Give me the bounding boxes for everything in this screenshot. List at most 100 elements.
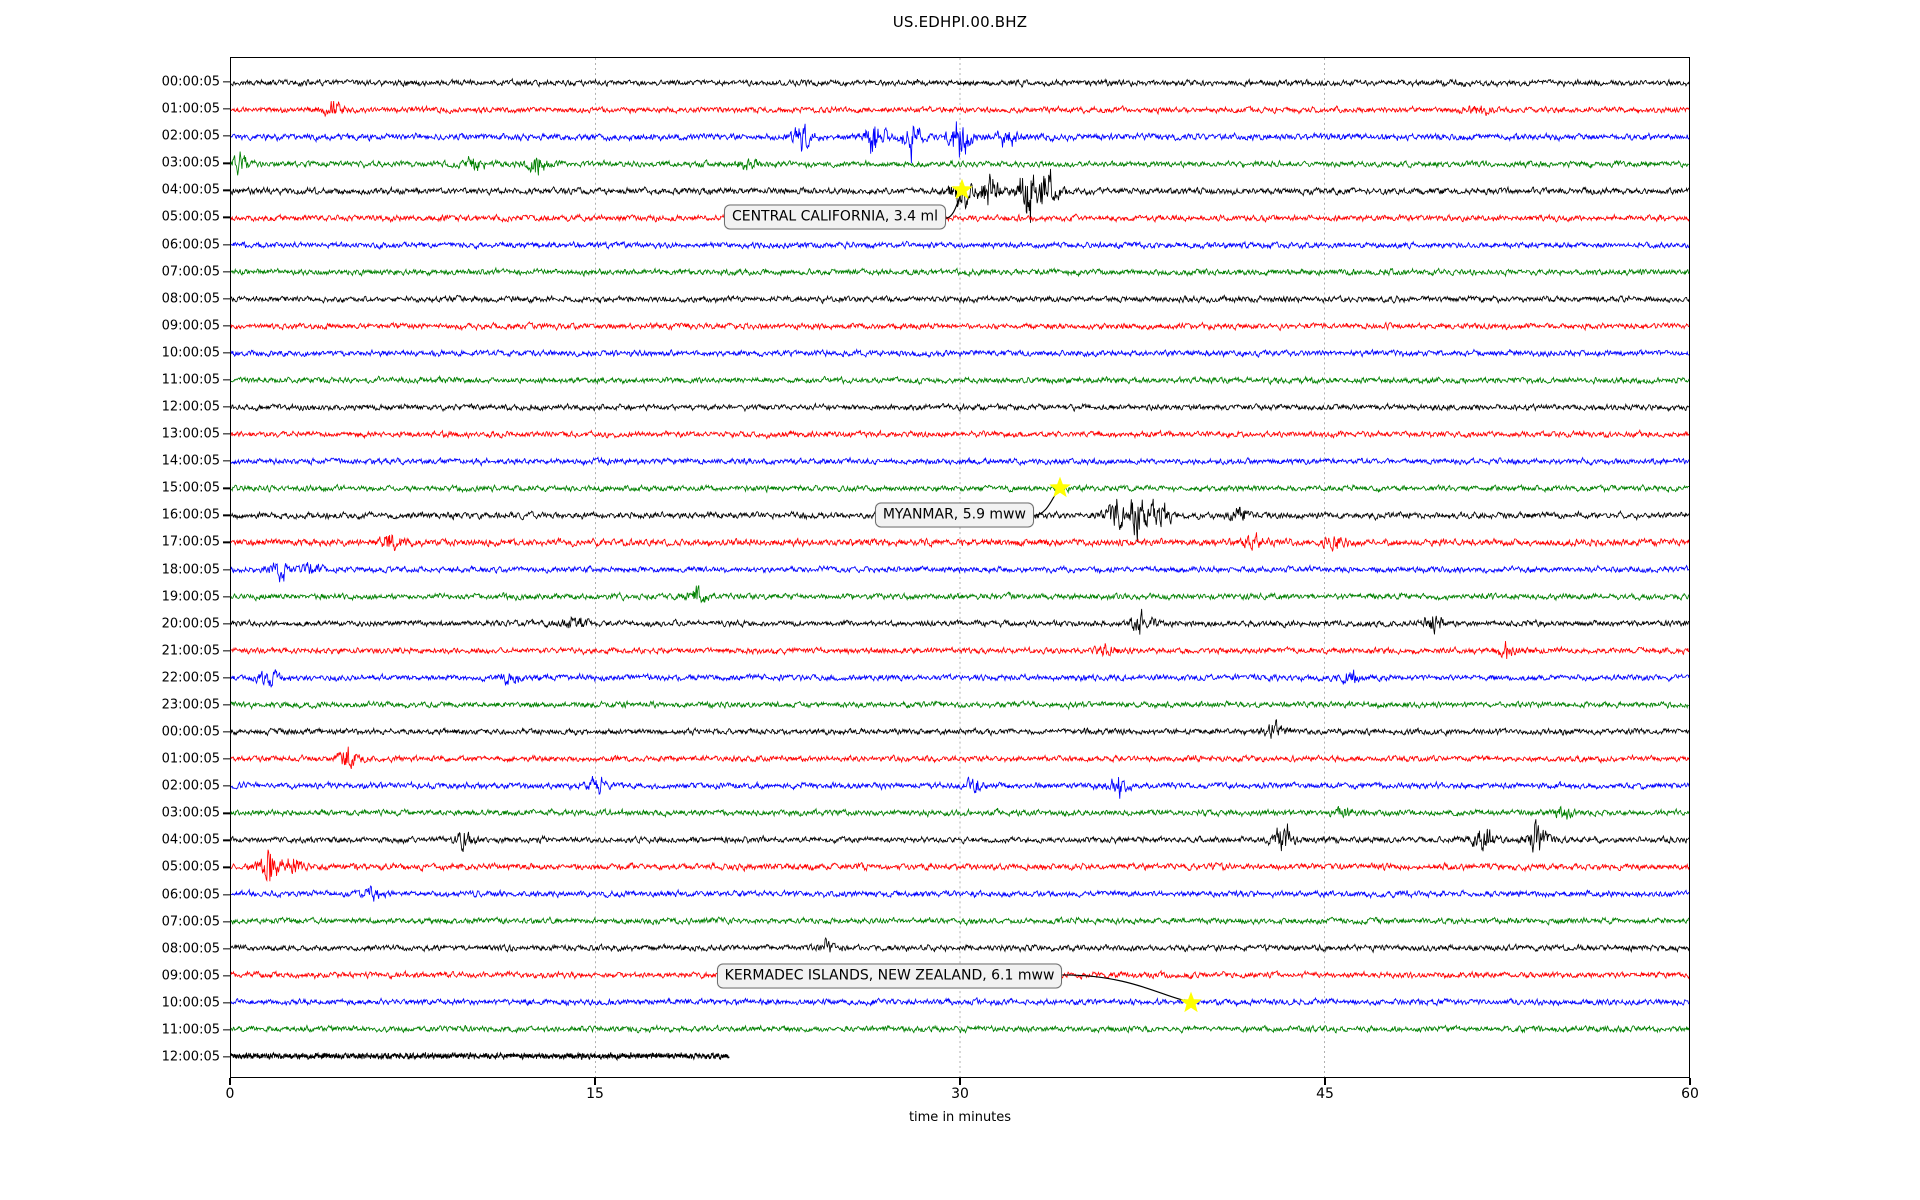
y-tick-label: 13:00:05 — [161, 426, 220, 442]
star-shape — [1048, 476, 1071, 498]
y-tick-label: 15:00:05 — [161, 480, 220, 496]
y-tick-mark — [223, 514, 231, 516]
y-tick-mark — [223, 298, 231, 300]
y-tick-mark — [223, 541, 231, 544]
y-tick-mark — [223, 731, 231, 733]
y-tick-label: 06:00:05 — [161, 237, 220, 252]
x-tick-mark — [1324, 1078, 1326, 1085]
earthquake-star-icon — [951, 178, 974, 200]
plot-area — [230, 57, 1690, 1078]
seismic-trace — [230, 885, 1690, 902]
seismic-trace — [230, 996, 1690, 1008]
y-tick-label: 01:00:05 — [161, 751, 220, 767]
y-tick-label: 00:00:05 — [161, 74, 220, 90]
seismic-trace — [230, 240, 1690, 251]
y-tick-mark — [223, 758, 231, 760]
y-tick-label: 03:00:05 — [161, 155, 220, 171]
page-title: US.EDHPI.00.BHZ — [892, 13, 1028, 31]
seismic-trace — [230, 916, 1690, 927]
y-tick-mark — [223, 893, 231, 896]
y-tick-label: 17:00:05 — [161, 534, 220, 550]
y-tick-mark — [223, 216, 231, 219]
y-tick-label: 14:00:05 — [161, 453, 220, 469]
y-tick-label: 18:00:05 — [161, 562, 220, 577]
seismic-trace — [230, 374, 1690, 386]
y-tick-mark — [223, 595, 231, 598]
seismic-trace — [230, 775, 1690, 799]
y-tick-mark — [223, 1029, 231, 1031]
x-tick-label: 60 — [1681, 1086, 1699, 1102]
event-annotation-label[interactable]: KERMADEC ISLANDS, NEW ZEALAND, 6.1 mww — [716, 963, 1063, 989]
y-tick-label: 01:00:05 — [161, 101, 220, 117]
star-shape — [951, 178, 974, 200]
y-tick-mark — [223, 623, 231, 625]
seismic-trace — [230, 1051, 730, 1062]
y-tick-label: 07:00:05 — [161, 914, 220, 930]
y-tick-label: 05:00:05 — [161, 209, 220, 225]
y-tick-label: 09:00:05 — [161, 318, 220, 334]
x-tick-mark — [229, 1078, 231, 1085]
y-tick-label: 05:00:05 — [161, 859, 220, 875]
seismic-trace — [230, 640, 1690, 660]
y-tick-mark — [223, 839, 231, 841]
y-tick-mark — [223, 812, 231, 814]
y-tick-mark — [223, 243, 231, 246]
y-tick-mark — [223, 704, 231, 706]
y-tick-label: 09:00:05 — [161, 968, 220, 984]
y-tick-mark — [223, 487, 231, 489]
y-tick-label: 11:00:05 — [161, 372, 220, 388]
y-tick-label: 02:00:05 — [161, 778, 220, 794]
seismic-trace — [230, 266, 1690, 278]
y-tick-mark — [223, 920, 231, 923]
y-tick-mark — [223, 325, 231, 327]
seismic-trace — [230, 849, 1690, 883]
y-tick-label: 10:00:05 — [161, 995, 220, 1011]
y-tick-mark — [223, 975, 231, 977]
y-tick-mark — [223, 352, 231, 354]
seismic-traces — [230, 77, 1690, 1062]
x-tick-label: 45 — [1316, 1086, 1334, 1102]
y-tick-label: 21:00:05 — [161, 643, 220, 659]
y-tick-mark — [223, 1002, 231, 1004]
seismic-trace — [230, 348, 1690, 359]
y-tick-mark — [223, 568, 231, 571]
event-annotation-label[interactable]: MYANMAR, 5.9 mww — [874, 502, 1034, 528]
y-tick-mark — [223, 270, 231, 273]
y-tick-label: 07:00:05 — [161, 264, 220, 280]
y-tick-mark — [223, 379, 231, 381]
seismic-trace — [230, 402, 1690, 413]
y-tick-mark — [223, 433, 231, 435]
seismic-trace — [230, 669, 1690, 688]
x-tick-label: 15 — [586, 1086, 604, 1102]
earthquake-star-icon — [1180, 991, 1202, 1013]
y-tick-mark — [223, 406, 231, 408]
y-tick-label: 06:00:05 — [161, 887, 220, 902]
seismic-trace — [230, 562, 1690, 583]
seismic-trace — [230, 532, 1690, 553]
y-tick-label: 10:00:05 — [161, 345, 220, 361]
seismic-trace — [230, 585, 1690, 604]
x-tick-mark — [1689, 1078, 1691, 1085]
seismic-trace — [230, 805, 1690, 820]
y-tick-label: 04:00:05 — [161, 832, 220, 848]
y-tick-mark — [223, 108, 231, 110]
event-annotation-label[interactable]: CENTRAL CALIFORNIA, 3.4 ml — [723, 204, 946, 230]
y-tick-label: 19:00:05 — [161, 589, 220, 605]
annotation-leader-line — [1062, 974, 1191, 1003]
x-tick-label: 0 — [225, 1086, 235, 1102]
seismic-trace — [230, 719, 1690, 739]
x-axis-title: time in minutes — [908, 1110, 1012, 1125]
y-tick-mark — [223, 866, 231, 869]
star-shape — [1180, 991, 1202, 1013]
y-tick-mark — [223, 650, 231, 652]
seismic-trace — [230, 151, 1690, 176]
y-tick-label: 22:00:05 — [161, 670, 220, 686]
earthquake-star-icon — [1048, 476, 1071, 498]
y-tick-label: 03:00:05 — [161, 805, 220, 821]
seismic-trace — [230, 483, 1690, 494]
y-tick-mark — [223, 189, 231, 191]
seismic-trace — [230, 213, 1690, 224]
seismic-trace — [230, 1024, 1690, 1034]
y-tick-mark — [223, 135, 231, 137]
